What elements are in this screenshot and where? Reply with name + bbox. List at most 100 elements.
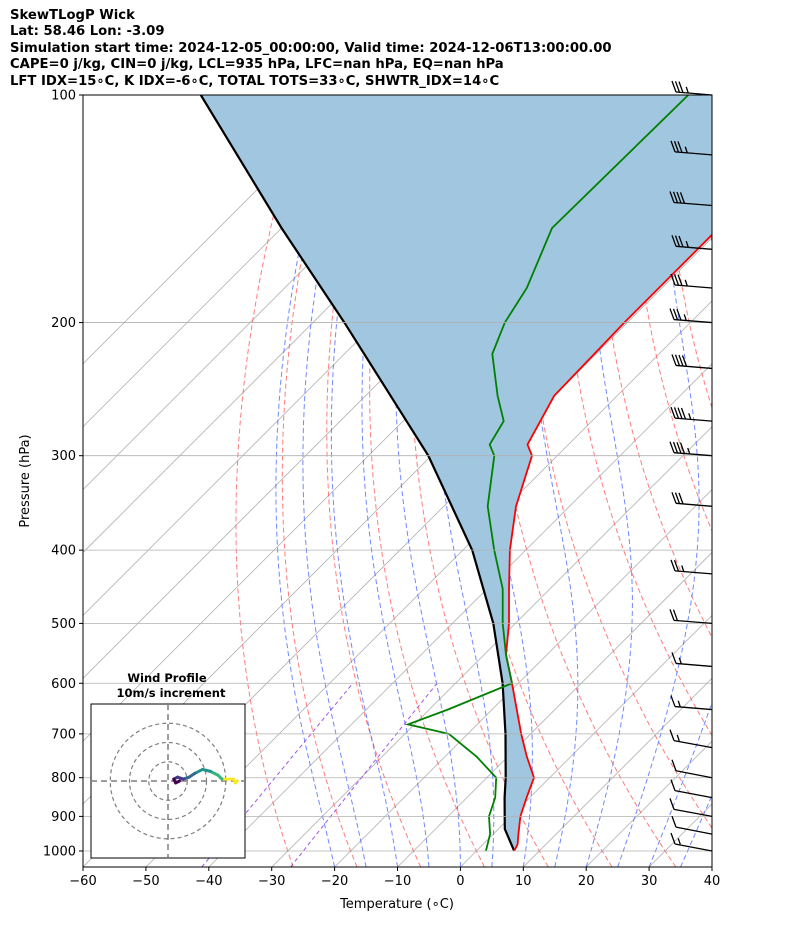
wind-barb-flag [676, 191, 682, 204]
dry-adiabat-line [369, 95, 485, 867]
x-axis-ticks: −60 −50 −40 −30 −20 −10 0 10 20 30 40 [69, 867, 720, 889]
wind-barb-flag [673, 140, 680, 153]
wind-barb-flag [671, 354, 677, 366]
wind-barb-shaft [674, 570, 713, 575]
isotherm-line [145, 300, 712, 867]
wind-barb [671, 759, 713, 779]
hodograph-title: Wind Profile [127, 671, 207, 685]
dry-adiabat-line [597, 95, 712, 639]
wind-barb-flag [673, 274, 680, 286]
wind-barb [670, 140, 713, 156]
x-tick-label: −40 [195, 874, 222, 889]
wind-barb-flag [676, 442, 682, 454]
wind-barb-half-flag [677, 838, 681, 845]
wind-barb-flag [674, 235, 681, 247]
wind-barb [671, 354, 713, 370]
isotherm-line [460, 614, 712, 867]
stability-indices-1: CAPE=0 j/kg, CIN=0 j/kg, LCL=935 hPa, LF… [10, 57, 504, 73]
dry-adiabat-line [326, 95, 422, 867]
wind-barb-flag [677, 407, 683, 419]
station-coordinates: Lat: 58.46 Lon: -3.09 [10, 24, 165, 40]
dry-adiabat-line [763, 95, 794, 867]
wind-barb-shaft [673, 619, 713, 625]
wind-barb-half-flag [676, 734, 680, 742]
wind-barb-shaft [674, 151, 713, 156]
isotherm-line [83, 95, 353, 365]
x-axis-label: Temperature (∘C) [339, 897, 454, 912]
wind-barb [671, 815, 713, 835]
wind-barb-shaft [675, 502, 713, 507]
wind-barb-half-flag [685, 86, 689, 94]
wind-barb-flag [674, 81, 681, 93]
y-tick-label: 1000 [43, 844, 76, 859]
wind-barb [670, 832, 713, 852]
wind-barb-half-flag [685, 241, 689, 248]
y-axis-ticks: 100 200 300 400 500 600 700 800 900 1000 [43, 89, 83, 859]
wind-barb [670, 559, 713, 575]
x-tick-label: 40 [704, 874, 721, 889]
wind-barb-flag [671, 235, 677, 247]
moist-adiabat-line [275, 95, 338, 867]
wind-barb-flag [672, 609, 679, 621]
wind-barb-half-flag [684, 146, 688, 153]
wind-barb-flag [669, 729, 675, 741]
wind-barb-flag [676, 308, 682, 321]
hodograph-trace-segment [174, 779, 182, 785]
wind-barb [671, 652, 713, 668]
wind-barb-flag [680, 407, 687, 420]
y-tick-label: 400 [51, 544, 76, 559]
wind-barb-flag [669, 191, 675, 203]
figure-header: SkewTLogP Wick Lat: 58.46 Lon: -3.09 Sim… [10, 8, 612, 90]
isotherm-line [711, 866, 712, 867]
wind-barb-flag [671, 815, 677, 828]
mixing-ratio-line [290, 682, 438, 867]
wind-barb [669, 609, 713, 625]
wind-barb-flag [670, 832, 676, 845]
x-tick-label: 30 [641, 874, 658, 889]
wind-barb-shaft [674, 417, 713, 422]
isotherm-line [523, 677, 712, 867]
wind-barb-flag [678, 81, 684, 93]
wind-barb-flag [669, 441, 675, 453]
y-tick-label: 500 [51, 617, 76, 632]
wind-barb [669, 798, 713, 818]
moist-adiabat-line [648, 701, 712, 867]
wind-barb-shaft [674, 789, 713, 799]
wind-barb-half-flag [687, 447, 691, 455]
stability-indices-2: LFT IDX=15∘C, K IDX=-6∘C, TOTAL TOTS=33∘… [10, 73, 500, 89]
wind-barb-flag [678, 235, 684, 248]
wind-barb-flag [671, 759, 677, 771]
x-tick-label: −60 [69, 874, 96, 889]
wind-barb-flag [671, 80, 677, 93]
wind-barb-half-flag [684, 279, 688, 287]
hodograph-subtitle: 10m/s increment [117, 686, 226, 700]
isotherm-line [397, 551, 712, 867]
wind-barb [669, 308, 713, 324]
wind-barb-flag [670, 140, 676, 153]
wind-barb [671, 80, 713, 96]
wind-barb-flag [673, 407, 680, 419]
wind-barb-flag [672, 441, 679, 454]
wind-barb-flag [677, 141, 683, 153]
moist-adiabat-line [302, 95, 367, 867]
hodograph-ring [148, 761, 188, 801]
dry-adiabat-line [281, 95, 358, 867]
y-tick-label: 300 [51, 449, 76, 464]
wind-barb [671, 492, 713, 507]
moist-adiabat-line [680, 794, 712, 867]
x-tick-label: 20 [578, 874, 595, 889]
wind-barb-shaft [675, 662, 713, 668]
wind-barb-shaft [675, 364, 713, 370]
wind-barb [670, 779, 713, 799]
wind-barb-flag [673, 559, 680, 572]
wind-barb [670, 273, 713, 289]
wind-barb-flag [679, 442, 686, 454]
dewpoint-line [404, 95, 689, 852]
y-tick-label: 900 [51, 810, 76, 825]
wind-barb-flag [674, 354, 681, 366]
wind-barb-half-flag [688, 413, 692, 420]
wind-barb-shaft [673, 452, 713, 457]
wind-barb-flag [672, 308, 679, 321]
isotherm-line [271, 426, 712, 867]
wind-barb-half-flag [683, 314, 687, 321]
